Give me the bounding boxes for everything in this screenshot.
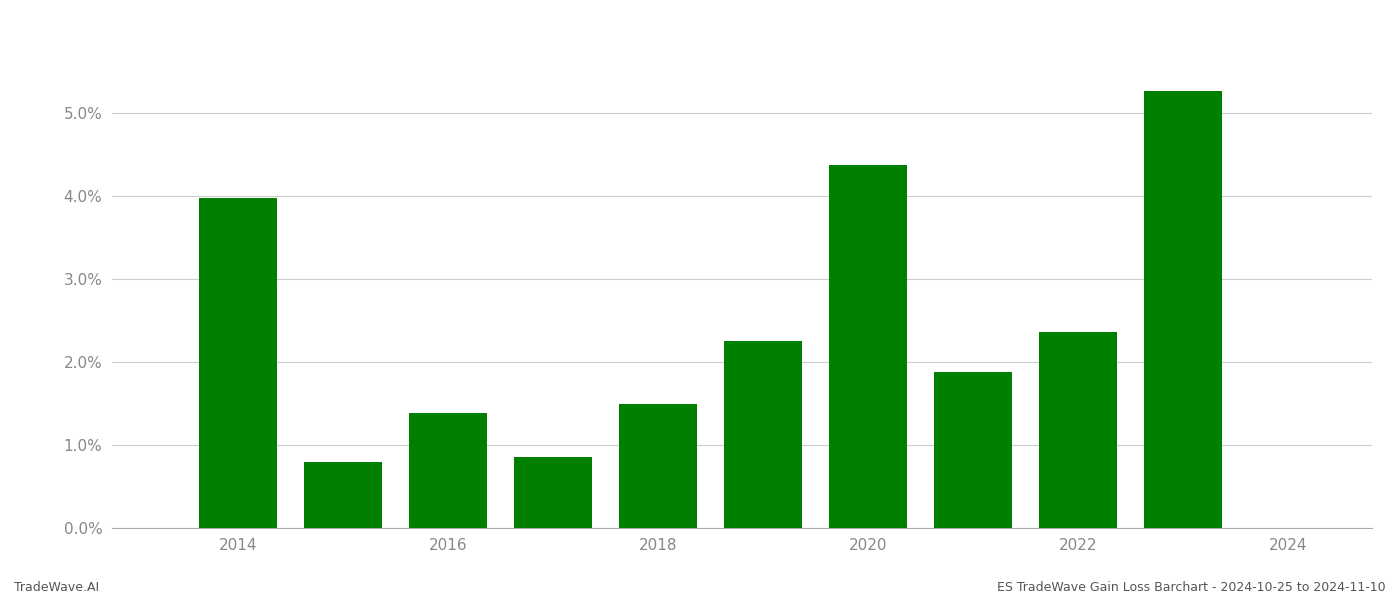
- Bar: [724, 341, 802, 528]
- Bar: [199, 199, 277, 528]
- Bar: [1144, 91, 1222, 528]
- Bar: [514, 457, 592, 528]
- Bar: [829, 165, 907, 528]
- Text: ES TradeWave Gain Loss Barchart - 2024-10-25 to 2024-11-10: ES TradeWave Gain Loss Barchart - 2024-1…: [997, 581, 1386, 594]
- Text: TradeWave.AI: TradeWave.AI: [14, 581, 99, 594]
- Bar: [304, 463, 382, 528]
- Bar: [619, 404, 697, 528]
- Bar: [409, 413, 487, 528]
- Bar: [934, 372, 1012, 528]
- Bar: [1039, 332, 1117, 528]
